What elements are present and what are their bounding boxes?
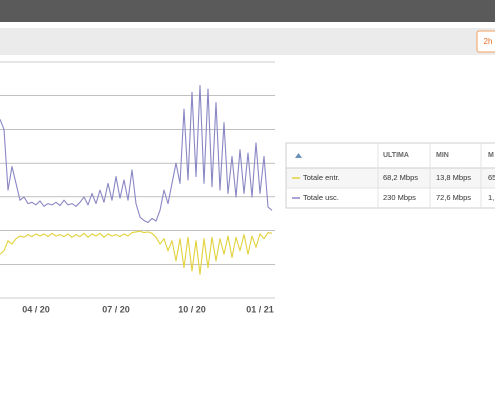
top-bar — [0, 0, 495, 22]
row-background — [286, 168, 495, 188]
x-tick-label: 01 / 21 — [246, 304, 274, 314]
series-line — [0, 85, 273, 224]
legend-entry: Totale entr. — [303, 173, 340, 182]
x-tick-label: 07 / 20 — [102, 304, 130, 314]
chart: 04 / 20 07 / 20 10 / 20 01 / 21 — [0, 61, 275, 314]
column-header: MIN — [436, 152, 449, 159]
table-cell: 72,6 Mbps — [436, 193, 471, 202]
column-header: M — [488, 152, 494, 159]
legend-table: ULTIMA MIN M Totale entr. Totale usc. 68,2 Mb… — [285, 142, 495, 209]
sort-icon[interactable] — [295, 153, 302, 158]
range-button[interactable] — [476, 30, 495, 53]
table-cell: 68,2 Mbps — [383, 173, 418, 182]
table-cell: 230 Mbps — [383, 193, 416, 202]
x-tick-label: 10 / 20 — [178, 304, 206, 314]
x-tick-label: 04 / 20 — [22, 304, 50, 314]
table-cell: 1, — [488, 193, 494, 202]
series-line — [0, 230, 273, 275]
column-header: ULTIMA — [383, 152, 409, 159]
table-cell: 13,8 Mbps — [436, 173, 471, 182]
toolbar — [0, 28, 495, 55]
table-cell: 65 — [488, 173, 495, 182]
legend-entry: Totale usc. — [303, 193, 339, 202]
range-button-label[interactable]: 2h — [484, 37, 493, 46]
